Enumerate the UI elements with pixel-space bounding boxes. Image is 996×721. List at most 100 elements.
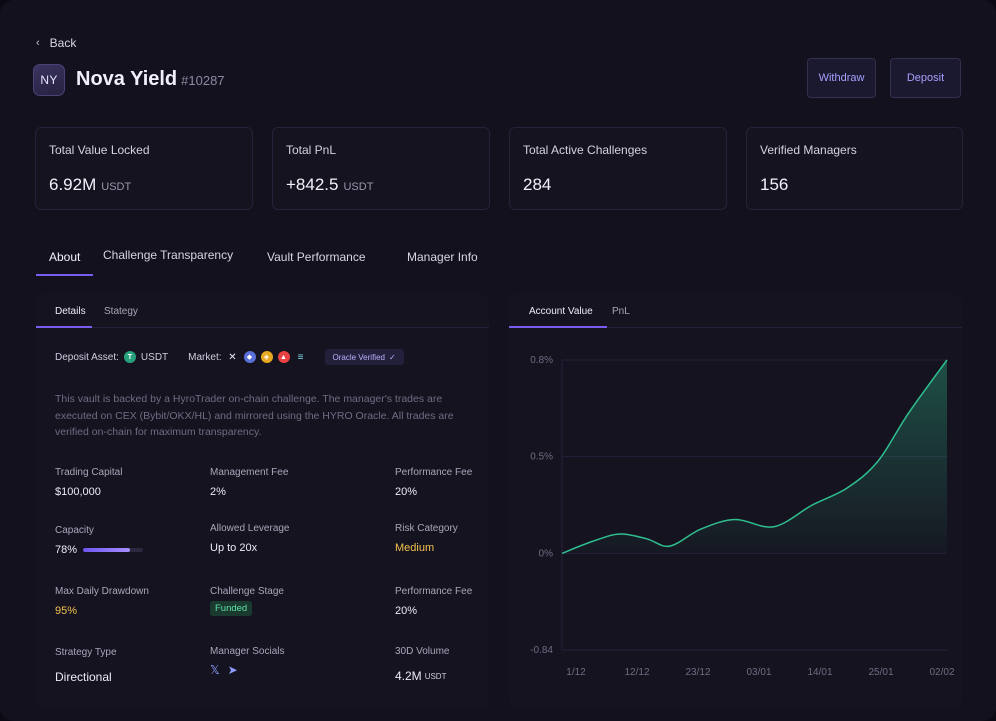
field-label: Strategy Type xyxy=(55,647,117,658)
y-axis: 0.8% 0.5% 0% -0.84 xyxy=(530,355,553,656)
field-risk-category: Risk Category Medium xyxy=(395,523,458,554)
tab-vault-performance[interactable]: Vault Performance xyxy=(267,250,366,264)
oracle-verified-badge: Oracle Verified ✓ xyxy=(324,349,404,365)
subtab-strategy[interactable]: Stategy xyxy=(104,306,138,317)
field-value: $100,000 xyxy=(55,486,101,498)
stat-value: 6.92M xyxy=(49,175,97,194)
field-label: Performance Fee xyxy=(395,467,473,478)
tab-manager-info[interactable]: Manager Info xyxy=(407,250,478,264)
eth-icon: ◆ xyxy=(243,351,256,363)
field-value: Medium xyxy=(395,542,435,554)
subtab-active-indicator xyxy=(36,326,92,328)
field-unit: USDT xyxy=(424,671,447,681)
subtab-account-value[interactable]: Account Value xyxy=(529,306,593,317)
stat-card-pnl: Total PnL +842.5 USDT xyxy=(272,127,490,210)
oracle-label: Oracle Verified xyxy=(332,352,385,362)
details-panel: Details Stategy Deposit Asset: T USDT Ma… xyxy=(36,294,489,707)
stat-value: +842.5 xyxy=(286,175,339,194)
subtab-active-indicator xyxy=(509,326,607,328)
performance-subtabs: Account Value PnL xyxy=(509,294,962,328)
x-tick-label: 23/12 xyxy=(685,667,710,678)
field-value: 20% xyxy=(395,486,418,498)
stat-value: 284 xyxy=(523,175,552,194)
stat-label: Total PnL xyxy=(286,143,337,157)
x-axis: 1/12 12/12 23/12 03/01 14/01 25/01 02/02 xyxy=(566,667,955,678)
x-twitter-icon[interactable]: 𝕏 xyxy=(210,663,220,677)
field-label: Performance Fee xyxy=(395,586,473,597)
field-label: Allowed Leverage xyxy=(210,523,290,534)
back-button[interactable]: ‹ Back xyxy=(36,36,76,50)
performance-panel: Account Value PnL 0.8% 0.5% 0% -0.84 1/12 12… xyxy=(509,294,962,707)
avax-icon: ▲ xyxy=(277,351,290,363)
bnb-icon: ◈ xyxy=(260,351,273,363)
page-title: Nova Yield #10287 xyxy=(76,68,225,91)
x-token-icon: ✕ xyxy=(228,351,237,363)
field-strategy-type: Strategy Type Directional xyxy=(55,647,117,684)
field-value: 2% xyxy=(210,486,226,498)
stat-unit: USDT xyxy=(343,181,374,193)
capacity-bar-fill xyxy=(83,548,130,552)
field-value: Directional xyxy=(55,670,112,684)
x-tick-label: 02/02 xyxy=(929,667,954,678)
chevron-left-icon: ‹ xyxy=(36,37,40,49)
stat-label: Total Value Locked xyxy=(49,143,150,157)
field-label: Manager Socials xyxy=(210,646,285,657)
field-trading-capital: Trading Capital $100,000 xyxy=(55,467,122,498)
vault-id: #10287 xyxy=(181,73,225,88)
telegram-icon[interactable]: ➤ xyxy=(227,663,238,677)
deposit-button[interactable]: Deposit xyxy=(890,58,961,98)
y-tick-label: -0.84 xyxy=(530,645,553,656)
series-area xyxy=(562,360,947,554)
field-value: 4.2M xyxy=(395,669,422,683)
deposit-asset-label: Deposit Asset: xyxy=(55,351,119,363)
stat-unit: USDT xyxy=(101,181,132,193)
field-performance-fee-2: Performance Fee 20% xyxy=(395,586,472,617)
tab-challenge-transparency[interactable]: Challenge Transparency xyxy=(103,248,234,262)
back-label: Back xyxy=(49,36,77,50)
x-tick-label: 14/01 xyxy=(807,667,832,678)
stat-label: Total Active Challenges xyxy=(523,143,648,157)
funded-badge: Funded xyxy=(210,601,253,616)
field-manager-socials: Manager Socials 𝕏 ➤ xyxy=(210,646,284,677)
subtab-details[interactable]: Details xyxy=(55,306,86,317)
y-tick-label: 0.8% xyxy=(530,355,553,366)
stat-value: 156 xyxy=(760,175,789,194)
account-value-chart: 0.8% 0.5% 0% -0.84 1/12 12/12 23/12 03/01 14/01… xyxy=(530,355,955,678)
series-line xyxy=(561,359,948,555)
field-allowed-leverage: Allowed Leverage Up to 20x xyxy=(210,523,290,554)
sol-icon: ≡ xyxy=(297,351,304,363)
y-tick-label: 0% xyxy=(539,548,554,559)
stat-label: Verified Managers xyxy=(760,143,857,157)
field-label: Max Daily Drawdown xyxy=(55,586,149,597)
tab-about[interactable]: About xyxy=(49,250,81,264)
stat-card-challenges: Total Active Challenges 284 xyxy=(509,127,727,210)
check-icon: ✓ xyxy=(388,352,396,362)
field-label: Challenge Stage xyxy=(210,586,284,597)
x-tick-label: 25/01 xyxy=(868,667,893,678)
x-tick-label: 1/12 xyxy=(566,667,586,678)
field-performance-fee: Performance Fee 20% xyxy=(395,467,472,498)
field-max-daily-drawdown: Max Daily Drawdown 95% xyxy=(55,586,149,617)
stat-card-managers: Verified Managers 156 xyxy=(746,127,963,210)
avatar-initials: NY xyxy=(40,73,58,87)
field-label: Management Fee xyxy=(210,467,289,478)
field-capacity: Capacity 78% xyxy=(55,525,144,556)
field-challenge-stage: Challenge Stage Funded xyxy=(210,586,284,616)
avatar: NY xyxy=(33,64,65,96)
y-tick-label: 0.5% xyxy=(530,452,553,463)
vault-description: This vault is backed by a HyroTrader on-… xyxy=(55,393,454,438)
x-tick-label: 03/01 xyxy=(746,667,771,678)
field-value: 78% xyxy=(55,544,78,556)
withdraw-button[interactable]: Withdraw xyxy=(807,58,876,98)
x-tick-label: 12/12 xyxy=(624,667,649,678)
field-label: 30D Volume xyxy=(395,646,450,657)
field-value: 20% xyxy=(395,605,418,617)
field-label: Capacity xyxy=(55,525,94,536)
field-label: Risk Category xyxy=(395,523,458,534)
capacity-bar xyxy=(83,548,144,552)
field-label: Trading Capital xyxy=(55,467,123,478)
field-management-fee: Management Fee 2% xyxy=(210,467,288,498)
market-label: Market: xyxy=(188,351,222,363)
subtab-pnl[interactable]: PnL xyxy=(612,306,630,317)
